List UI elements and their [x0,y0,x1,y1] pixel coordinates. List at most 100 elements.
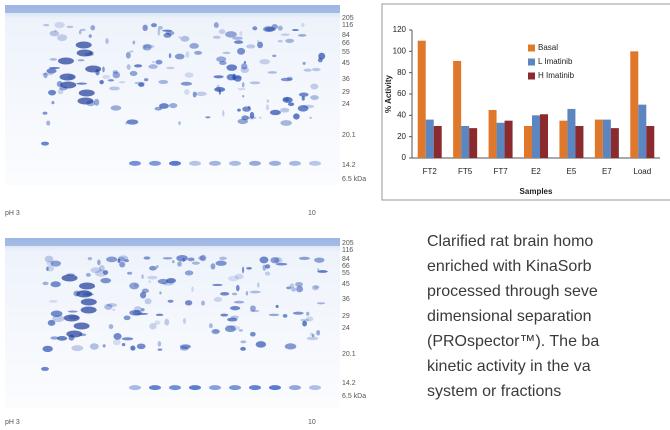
gel-spot [138,82,145,87]
gel-spot [291,287,297,292]
gel-spot [195,91,207,97]
gel-spot [46,266,49,272]
gel-spot [123,315,131,321]
gel-spot [301,96,305,101]
legend-label: Basal [538,43,558,52]
gel-spot [104,303,113,310]
gel-spot [53,29,57,33]
gel-spot [48,67,61,70]
gel-spot [119,261,126,268]
gel-spot [314,257,325,263]
gel-spot [242,106,251,112]
gel-spot [249,111,255,119]
gel-spot [258,116,262,120]
bar [504,120,513,158]
gel-spot [277,25,283,31]
gel-spot [57,57,74,65]
gel-spot [172,260,175,264]
gel-spot [289,283,295,288]
gel-marker-label: 84 [342,256,350,263]
gel-spot [151,23,157,28]
gel-top-band [5,5,340,13]
gel-spot [295,281,304,287]
gel-spot [66,330,83,338]
bar [453,60,462,158]
gel-spot [220,291,230,296]
gel-spot [208,323,213,329]
gel-spot [280,77,293,82]
gel-spot [293,113,300,120]
gel-spot [309,160,321,166]
gel-spot [229,385,241,391]
gel-spot [41,141,49,146]
gel-spot [220,313,229,317]
x-axis-label: Samples [520,187,553,196]
gel-spot [164,318,170,326]
gel-spot [49,30,60,37]
gel-spot [249,385,261,391]
gel-spot [168,53,172,59]
bar [630,51,639,159]
gel-marker-label: 66 [342,40,350,47]
gel-spot [133,306,142,313]
gel-spot [143,43,152,51]
gel-spot [107,79,115,82]
bar [540,114,548,158]
gel-spot [112,71,121,79]
gel-spot [148,280,151,283]
gel-spot [109,86,120,91]
gel-spot [178,36,181,39]
gel-marker-label: 20.1 [342,351,356,358]
gel-spot [129,160,141,166]
gel-spot [242,94,245,98]
gel-spot [139,291,147,299]
bar [496,122,505,158]
gel-spot [78,30,82,35]
gel-spot [46,120,51,126]
gel-spot [48,89,57,96]
gel-image [5,238,340,408]
gel-spot [317,270,328,273]
gel-spot [99,79,104,85]
gel-spot [118,81,126,84]
gel-spot [227,317,238,322]
gel-spot [259,59,271,65]
bar [610,128,619,158]
gel-spot [45,265,55,272]
gel-spot [149,265,157,271]
gel-spot [249,290,261,294]
bar [559,120,568,158]
gel-spot [162,257,173,260]
gel-spot [90,267,102,274]
gel-spot [129,50,134,53]
gel-spot [66,25,74,29]
gel-spot [241,82,245,88]
gel-spot [57,88,64,95]
gel-spot [250,305,256,312]
gel-spot [292,311,304,315]
gel-spot [179,344,191,349]
gel-spot [79,28,86,32]
gel-spot [106,256,118,263]
gel-spot [102,344,106,348]
gel-marker-label: 205 [342,240,354,247]
paragraph-line: enriched with KinaSorb [427,258,592,275]
gel-spot [284,343,297,350]
gel-spot [309,116,312,119]
gel-spot [288,102,295,107]
gel-marker-label: 20.1 [342,132,356,139]
gel-spot [302,320,307,327]
gel-marker-label: 55 [342,270,350,277]
gel-spot [124,259,129,263]
gel-spot [265,104,270,111]
gel-spot [182,317,187,325]
gel-spot [234,273,244,280]
gel-spot [155,59,163,65]
gel-spot [174,53,185,60]
gel-spot [59,73,76,81]
paragraph-line: kinetic activity in the va [427,358,591,375]
gel-spot [89,343,99,350]
gel-spot [269,109,281,116]
gel-spot [198,255,206,261]
